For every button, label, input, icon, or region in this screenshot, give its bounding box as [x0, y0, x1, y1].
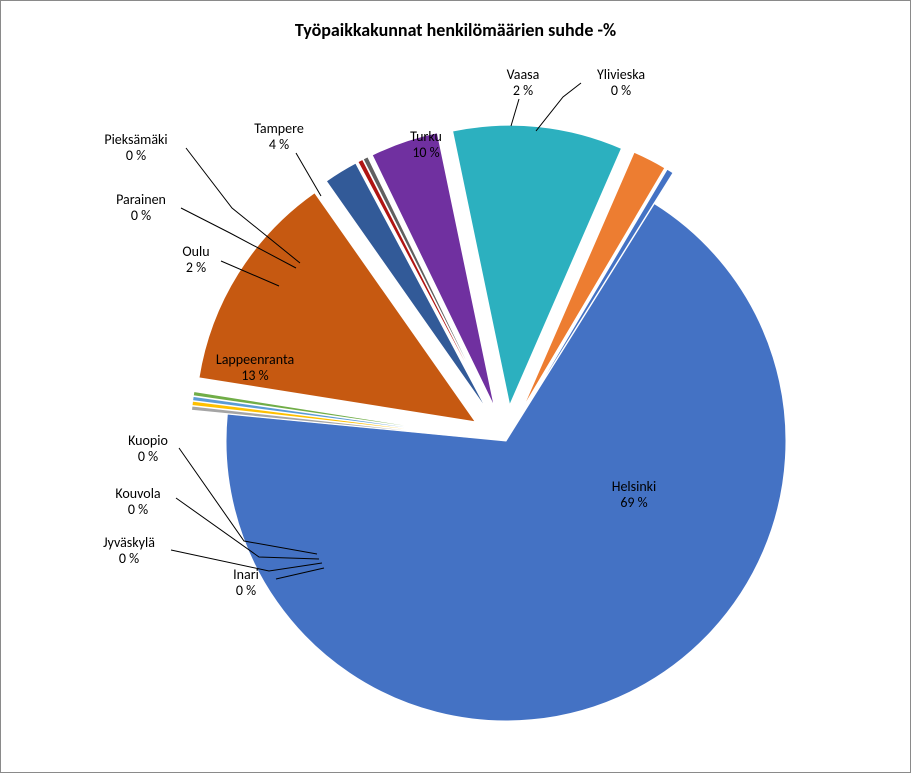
- chart-frame: Työpaikkakunnat henkilömäärien suhde -% …: [0, 0, 911, 773]
- leader-line: [511, 99, 519, 126]
- slice-label-jyväskylä: Jyväskylä0 %: [103, 534, 155, 567]
- slice-label-kuopio: Kuopio0 %: [128, 432, 168, 465]
- leader-line: [296, 153, 321, 196]
- leader-line: [536, 83, 581, 131]
- slice-label-ylivieska: Ylivieska0 %: [597, 66, 645, 99]
- slice-label-vaasa: Vaasa2 %: [507, 66, 540, 99]
- slice-label-turku: Turku10 %: [410, 128, 442, 161]
- slice-label-tampere: Tampere4 %: [254, 120, 304, 153]
- pie-chart: Helsinki69 %Inari0 %Jyväskylä0 %Kouvola0…: [1, 1, 911, 774]
- slice-label-oulu: Oulu2 %: [182, 243, 209, 276]
- slice-label-kouvola: Kouvola0 %: [115, 485, 160, 518]
- slice-label-inari: Inari0 %: [233, 566, 259, 599]
- slice-label-pieksämäki: Pieksämäki0 %: [104, 131, 167, 164]
- slice-label-parainen: Parainen0 %: [116, 191, 166, 224]
